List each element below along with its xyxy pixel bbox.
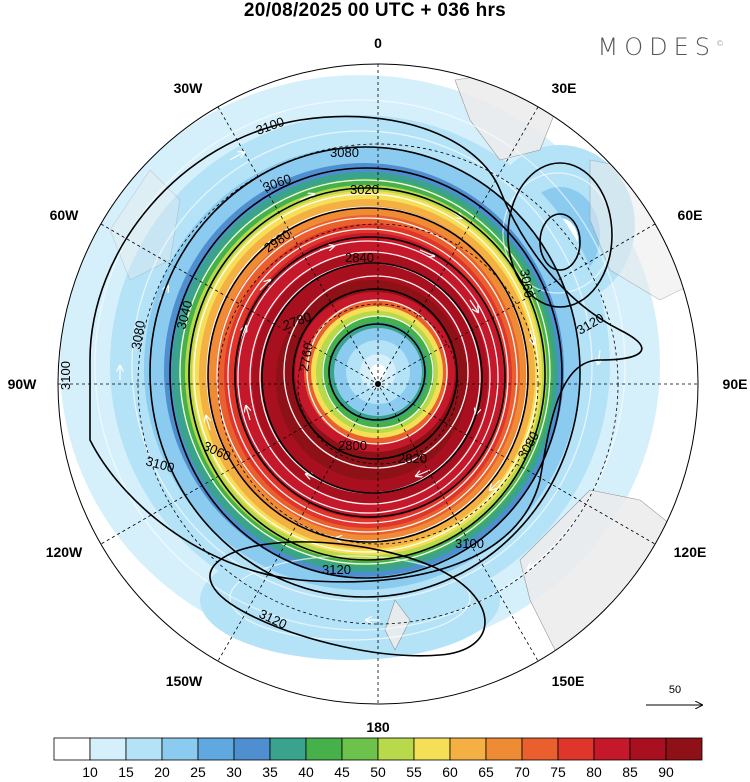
colorbar-tick-label: 65 [478,764,494,780]
contour-label: 3100 [58,361,73,390]
lon-label-60e: 60E [678,207,703,223]
colorbar: 10 15 20 25 30 35 40 45 50 55 60 65 70 75 80 85 90 [53,737,703,780]
colorbar-tick-label: 45 [334,764,350,780]
lon-label-150w: 150W [166,673,203,689]
logo-mark: © [716,39,724,48]
contour-label: 2840 [345,250,374,265]
lon-label-30e: 30E [552,80,577,96]
colorbar-tick-label: 50 [370,764,386,780]
modes-logo: MODES© [598,33,724,61]
map-title: 20/08/2025 00 UTC + 036 hrs [243,0,507,21]
lon-label-150e: 150E [552,673,585,689]
colorbar-tick-label: 25 [190,764,206,780]
contour-label: 2800 [338,438,367,453]
lon-label-90e: 90E [723,376,748,392]
colorbar-tick-label: 20 [154,764,170,780]
colorbar-tick-label: 70 [514,764,530,780]
colorbar-tick-label: 80 [586,764,602,780]
colorbar-swatch [125,737,163,761]
contour-label: 3100 [455,536,484,551]
lon-label-30w: 30W [174,80,204,96]
contour-label: 2820 [398,451,427,466]
lon-label-120e: 120E [674,544,707,560]
colorbar-swatch [161,737,199,761]
colorbar-swatch [449,737,487,761]
logo-text: MODES [597,33,716,61]
contour-label: 3100 [144,453,176,475]
colorbar-tick-label: 15 [118,764,134,780]
colorbar-tick-label: 75 [550,764,566,780]
colorbar-tick-label: 85 [622,764,638,780]
colorbar-swatch [197,737,235,761]
contour-label: 3060 [517,268,537,299]
colorbar-swatch [665,737,703,761]
colorbar-swatch [629,737,667,761]
colorbar-swatch [305,737,343,761]
geopotential-contours [89,115,643,657]
colorbar-swatch [593,737,631,761]
colorbar-swatch [485,737,523,761]
lon-label-180: 180 [366,719,390,735]
colorbar-swatch [269,737,307,761]
lon-label-90w: 90W [8,376,38,392]
contour-label: 2760 [296,341,316,372]
colorbar-tick-label: 10 [82,764,98,780]
reference-vector-label: 50 [669,684,681,696]
contour-label: 3040 [173,299,195,331]
colorbar-swatch [53,737,91,761]
colorbar-swatch [341,737,379,761]
lon-label-60w: 60W [50,207,80,223]
colorbar-swatch [233,737,271,761]
contour-label: 3020 [350,182,379,197]
colorbar-swatch [521,737,559,761]
lon-label-0: 0 [374,35,382,51]
colorbar-tick-label: 55 [406,764,422,780]
colorbar-tick-label: 30 [226,764,242,780]
contour-label: 3080 [330,145,359,160]
lon-label-120w: 120W [46,544,83,560]
colorbar-tick-label: 90 [658,764,674,780]
colorbar-tick-label: 35 [262,764,278,780]
contour-label: 3080 [128,319,148,350]
colorbar-swatch [557,737,595,761]
colorbar-swatch [89,737,127,761]
colorbar-tick-label: 60 [442,764,458,780]
colorbar-tick-label: 40 [298,764,314,780]
map-boundary [57,63,699,705]
colorbar-swatch [413,737,451,761]
contour-label: 3120 [322,562,351,577]
pole-marker [375,381,381,387]
colorbar-swatch [377,737,415,761]
